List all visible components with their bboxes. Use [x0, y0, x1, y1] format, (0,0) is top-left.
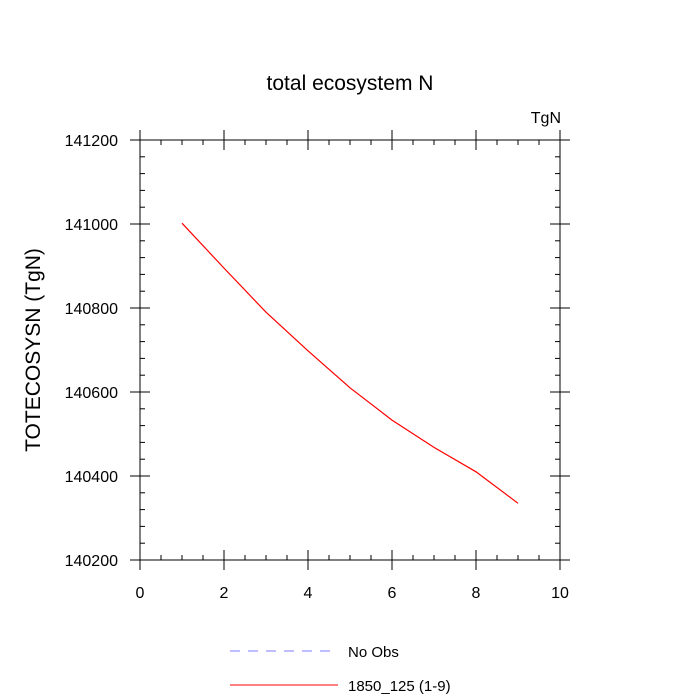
x-tick-label: 10: [551, 585, 569, 602]
chart-title: total ecosystem N: [267, 72, 434, 95]
x-tick-label: 0: [136, 585, 145, 602]
legend: No Obs 1850_125 (1-9): [230, 644, 451, 695]
units-label: TgN: [531, 110, 561, 127]
x-tick-label: 2: [220, 585, 229, 602]
y-axis-tick-labels: 140200 140400 140600 140800 141000 141200: [65, 133, 118, 570]
y-tick-label: 140200: [65, 553, 118, 570]
y-tick-label: 140600: [65, 385, 118, 402]
x-tick-label: 6: [388, 585, 397, 602]
x-tick-label: 8: [472, 585, 481, 602]
y-axis-ticks: [130, 139, 570, 561]
y-tick-label: 140800: [65, 301, 118, 318]
plot-frame: [139, 139, 561, 561]
legend-label: 1850_125 (1-9): [348, 678, 451, 695]
x-axis-ticks: [139, 130, 561, 570]
series-layer: [181, 222, 519, 504]
x-tick-label: 4: [304, 585, 313, 602]
y-tick-label: 140400: [65, 469, 118, 486]
series-line: [181, 222, 519, 504]
x-axis-tick-labels: 0 2 4 6 8 10: [136, 585, 569, 602]
y-tick-label: 141000: [65, 217, 118, 234]
legend-label: No Obs: [348, 644, 399, 661]
y-tick-label: 141200: [65, 133, 118, 150]
y-axis-label: TOTECOSYSN (TgN): [22, 248, 45, 452]
